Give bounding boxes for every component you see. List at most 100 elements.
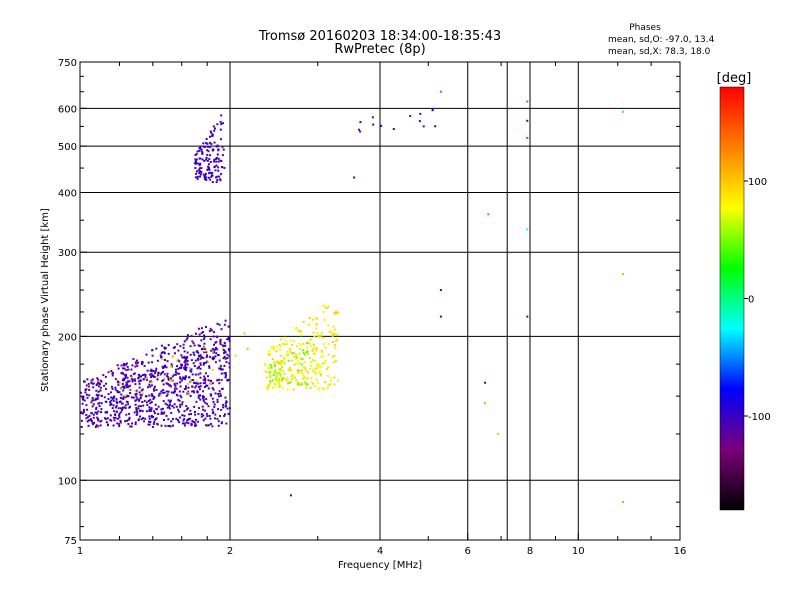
echo-point <box>161 411 163 413</box>
echo-point <box>93 382 95 384</box>
echo-point <box>316 332 318 334</box>
x-axis-label: Frequency [MHz] <box>338 560 422 571</box>
echo-point <box>199 362 201 364</box>
echo-point <box>176 360 178 362</box>
echo-point <box>93 403 95 405</box>
echo-point <box>200 339 202 341</box>
echo-point <box>96 384 98 386</box>
echo-point <box>190 413 192 415</box>
echo-point <box>141 401 143 403</box>
echo-point <box>334 347 336 349</box>
echo-point <box>220 368 222 370</box>
echo-point <box>115 378 117 380</box>
y-tick-label: 750 <box>58 58 77 69</box>
echo-point <box>214 355 216 357</box>
echo-point <box>152 426 154 428</box>
echo-point <box>194 365 196 367</box>
echo-point <box>282 343 284 345</box>
echo-point <box>213 344 215 346</box>
echo-point <box>208 150 210 152</box>
echo-point <box>195 419 197 421</box>
echo-point <box>181 357 183 359</box>
echo-point <box>287 389 289 391</box>
echo-point <box>136 410 138 412</box>
echo-point <box>124 395 126 397</box>
echo-point <box>150 381 152 383</box>
echo-point <box>91 380 93 382</box>
echo-point <box>209 172 211 174</box>
echo-point <box>127 423 129 425</box>
echo-point <box>148 415 150 417</box>
echo-point <box>297 372 299 374</box>
echo-point <box>285 340 287 342</box>
echo-point <box>203 382 205 384</box>
echo-point <box>309 317 311 319</box>
echo-point <box>423 125 425 127</box>
echo-point <box>203 338 205 340</box>
echo-point <box>201 327 203 329</box>
echo-point <box>220 365 222 367</box>
echo-point <box>146 377 148 379</box>
echo-point <box>120 397 122 399</box>
echo-point <box>225 406 227 408</box>
echo-point <box>300 334 302 336</box>
echo-point <box>225 372 227 374</box>
echo-point <box>113 419 115 421</box>
echo-point <box>310 377 312 379</box>
echo-point <box>225 402 227 404</box>
echo-point <box>194 425 196 427</box>
echo-point <box>282 377 284 379</box>
echo-point <box>181 403 183 405</box>
echo-point <box>323 306 325 308</box>
x-tick-label: 16 <box>674 546 687 557</box>
echo-point <box>281 360 283 362</box>
echo-point <box>204 350 206 352</box>
echo-point <box>124 374 126 376</box>
echo-point <box>270 364 272 366</box>
echo-point <box>380 125 382 127</box>
echo-point <box>324 381 326 383</box>
echo-point <box>193 342 195 344</box>
echo-point <box>157 413 159 415</box>
echo-point <box>197 383 199 385</box>
echo-point <box>484 382 486 384</box>
echo-point <box>273 374 275 376</box>
echo-point <box>284 344 286 346</box>
echo-point <box>94 412 96 414</box>
echo-point <box>199 372 201 374</box>
echo-point <box>138 405 140 407</box>
echo-point <box>243 332 245 334</box>
echo-point <box>293 356 295 358</box>
echo-point <box>176 394 178 396</box>
echo-point <box>213 406 215 408</box>
echo-point <box>283 358 285 360</box>
echo-point <box>166 382 168 384</box>
echo-point <box>160 354 162 356</box>
echo-point <box>269 380 271 382</box>
echo-point <box>235 355 237 357</box>
echo-point <box>216 123 218 125</box>
echo-point <box>322 355 324 357</box>
echo-point <box>197 421 199 423</box>
y-tick-label: 500 <box>58 142 77 153</box>
echo-point <box>216 336 218 338</box>
echo-point <box>184 410 186 412</box>
echo-point <box>213 159 215 161</box>
echo-point <box>127 385 129 387</box>
echo-point <box>220 328 222 330</box>
echo-point <box>225 400 227 402</box>
echo-point <box>116 402 118 404</box>
echo-point <box>225 320 227 322</box>
echo-point <box>105 418 107 420</box>
plot-area: 1 2 4 6 8 10 1675100200300400500600750 <box>58 58 686 557</box>
echo-point <box>187 352 189 354</box>
echo-point <box>145 395 147 397</box>
echo-point <box>91 399 93 401</box>
echo-point <box>122 403 124 405</box>
echo-point <box>143 420 145 422</box>
echo-point <box>526 120 528 122</box>
echo-point <box>140 375 142 377</box>
echo-point <box>323 319 325 321</box>
echo-point <box>215 161 217 163</box>
echo-point <box>172 355 174 357</box>
